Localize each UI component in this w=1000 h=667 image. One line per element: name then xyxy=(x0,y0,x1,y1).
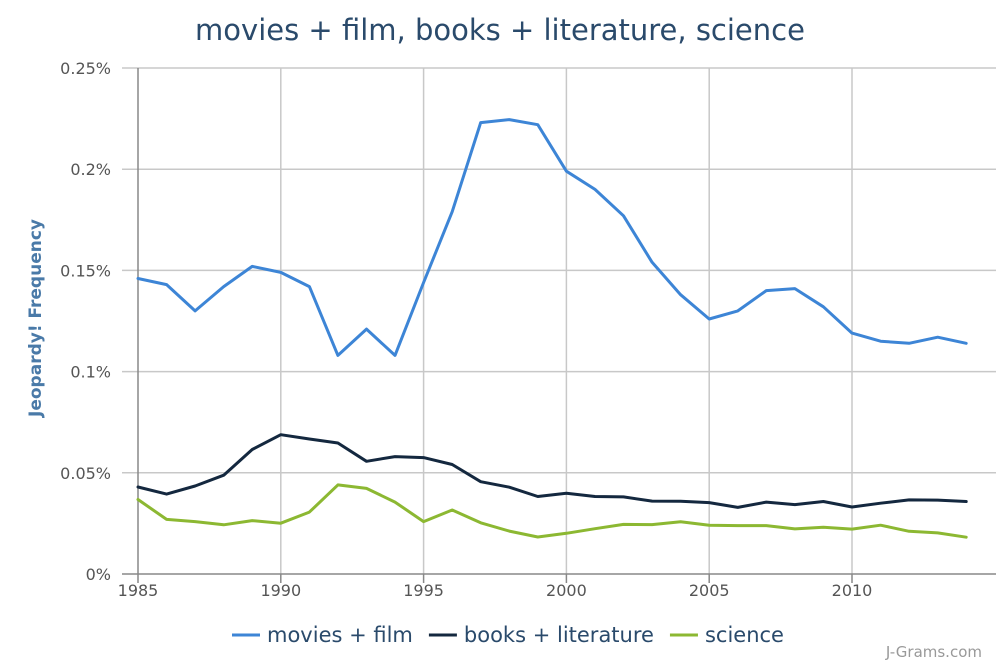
x-tick-label: 2005 xyxy=(689,581,730,600)
legend-label: books + literature xyxy=(464,623,654,647)
series-line-movies-film xyxy=(136,118,968,357)
gridlines xyxy=(122,67,996,574)
y-tick-label: 0.15% xyxy=(60,261,111,280)
series-line-books-literature xyxy=(136,433,968,509)
y-axis-label: Jeopardy! Frequency xyxy=(26,219,46,418)
x-tick-label: 2000 xyxy=(546,581,587,600)
axes xyxy=(122,68,996,583)
x-tick-label: 2010 xyxy=(832,581,873,600)
legend-label: science xyxy=(705,623,784,647)
chart-title: movies + film, books + literature, scien… xyxy=(195,13,805,47)
tick-labels: 0% 0.05% 0.1% 0.15% 0.2% 0.25% 1985 1990 1995 200… xyxy=(60,59,872,600)
legend-label: movies + film xyxy=(267,623,413,647)
y-tick-label: 0.1% xyxy=(70,363,111,382)
x-tick-label: 1995 xyxy=(403,581,444,600)
legend: movies + film books + literature science xyxy=(232,623,784,647)
credit-text: J-Grams.com xyxy=(885,643,982,661)
y-tick-label: 0.25% xyxy=(60,59,111,78)
series-line-science xyxy=(136,483,968,539)
series-lines xyxy=(136,118,968,539)
legend-items: movies + film books + literature science xyxy=(232,623,784,647)
y-tick-label: 0.05% xyxy=(60,464,111,483)
x-tick-label: 1990 xyxy=(260,581,301,600)
x-tick-label: 1985 xyxy=(118,581,159,600)
y-tick-label: 0.2% xyxy=(70,160,111,179)
y-tick-label: 0% xyxy=(86,565,111,584)
